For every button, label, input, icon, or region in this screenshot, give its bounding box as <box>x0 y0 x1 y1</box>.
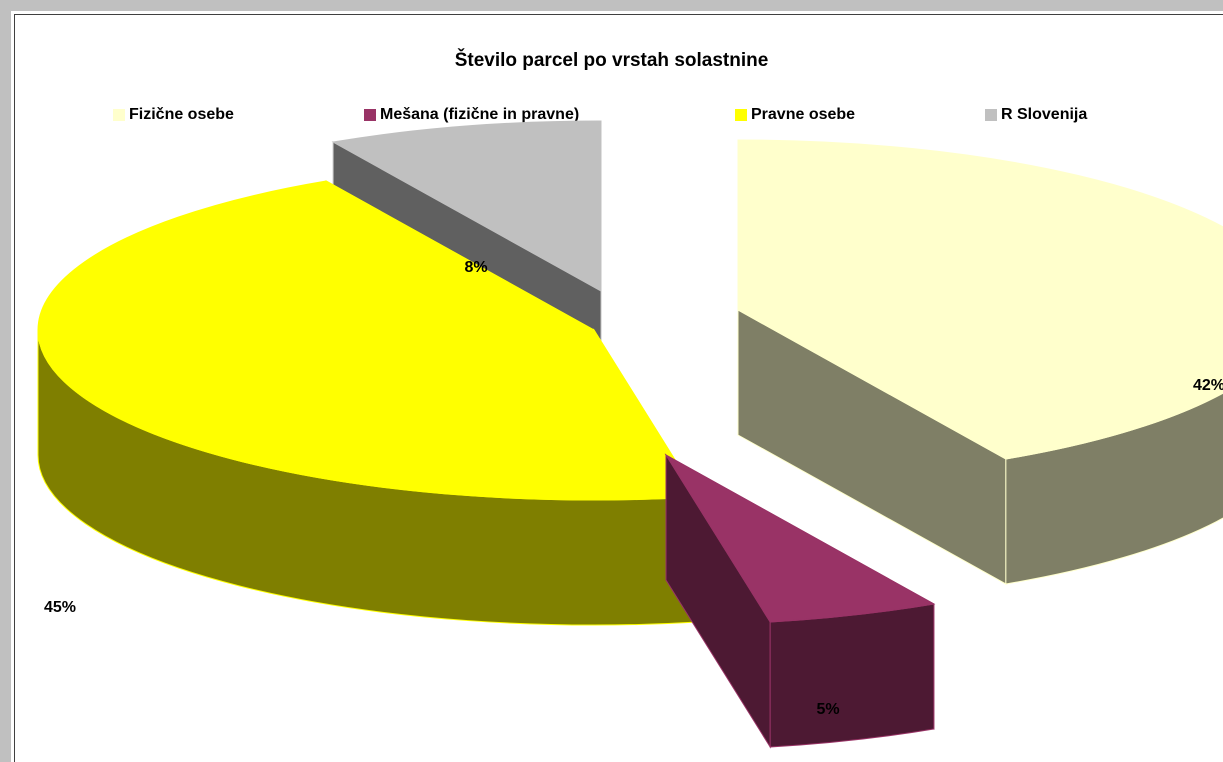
pie-slice-top-fizicne-osebe <box>737 139 1223 460</box>
pie-slice-top-pravne-osebe <box>37 180 700 501</box>
legend-label-pravne-osebe: Pravne osebe <box>751 106 856 123</box>
legend-swatch-mesana <box>364 109 376 121</box>
legend-item-pravne-osebe: Pravne osebe <box>735 106 855 124</box>
legend-item-fizicne-osebe: Fizične osebe <box>113 106 234 124</box>
legend-swatch-pravne-osebe <box>735 109 747 121</box>
legend-swatch-fizicne-osebe <box>113 109 125 121</box>
legend-item-mesana: Mešana (fizične in pravne) <box>364 106 579 124</box>
legend-label-fizicne-osebe: Fizične osebe <box>129 106 234 123</box>
data-label-r-slovenija: 8% <box>464 259 487 276</box>
data-label-fizicne-osebe: 42% <box>1193 377 1223 394</box>
data-label-pravne-osebe: 45% <box>44 599 76 616</box>
legend-label-mesana: Mešana (fizične in pravne) <box>380 106 580 123</box>
legend: Fizične osebe Mešana (fizične in pravne)… <box>0 106 1223 130</box>
pie-slice-fizicne-osebe <box>737 139 1223 585</box>
legend-label-r-slovenija: R Slovenija <box>1001 106 1088 123</box>
pie-slice-rim-mesana <box>769 603 935 748</box>
data-label-mesana: 5% <box>816 701 839 718</box>
plot-border <box>14 14 1223 762</box>
pie-slice-mesana <box>664 453 936 749</box>
pie-slice-top-mesana <box>664 453 936 623</box>
pie-slice-rim-fizicne-osebe <box>1005 392 1223 585</box>
legend-item-r-slovenija: R Slovenija <box>985 106 1087 124</box>
pie-slice-top-r-slovenija <box>331 120 602 292</box>
legend-swatch-r-slovenija <box>985 109 997 121</box>
chart-title: Število parcel po vrstah solastnine <box>454 50 769 71</box>
